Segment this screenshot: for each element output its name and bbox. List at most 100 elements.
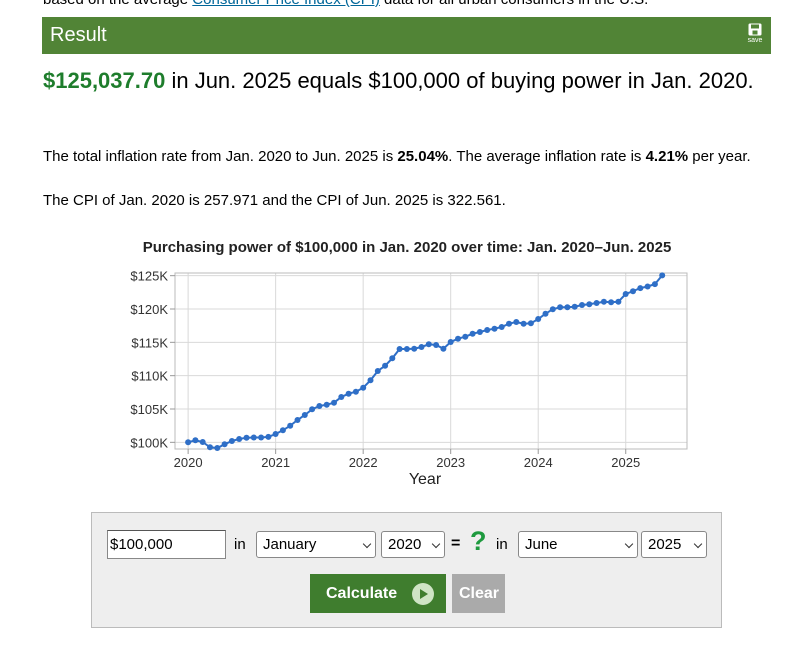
data-point	[600, 298, 607, 305]
data-point	[272, 431, 279, 437]
data-point	[221, 441, 228, 448]
series-line	[187, 274, 663, 450]
data-point	[644, 283, 651, 290]
data-point	[476, 329, 483, 335]
cpi-link[interactable]: Consumer Price Index (CPI)	[192, 0, 380, 8]
from-month-value: January	[263, 536, 317, 553]
y-tick-label: $100K	[130, 435, 168, 450]
data-point	[484, 327, 491, 333]
data-point	[571, 303, 578, 310]
purchasing-power-chart: Purchasing power of $100,000 in Jan. 202…	[0, 232, 794, 492]
data-point	[331, 399, 337, 406]
x-tick-label: 2020	[174, 455, 203, 470]
data-point	[403, 346, 410, 352]
data-point	[455, 335, 461, 342]
intro-prefix: based on the average	[43, 0, 192, 8]
to-year-value: 2025	[648, 536, 682, 553]
data-point	[447, 339, 454, 345]
x-tick-label: 2024	[524, 455, 553, 470]
calculate-label: Calculate	[326, 585, 398, 602]
data-point	[615, 298, 622, 305]
data-point	[651, 281, 658, 288]
data-point	[199, 439, 206, 445]
data-point	[250, 434, 257, 441]
data-point	[214, 445, 221, 451]
question-mark: ?	[470, 526, 487, 556]
data-point	[557, 304, 564, 311]
data-point	[637, 285, 644, 292]
data-point	[352, 388, 359, 395]
x-tick-label: 2022	[349, 455, 378, 470]
to-year-select[interactable]: 2025	[641, 531, 707, 558]
result-headline-text: in Jun. 2025 equals $100,000 of buying p…	[165, 68, 754, 93]
y-tick-label: $105K	[130, 402, 168, 417]
data-point	[440, 345, 447, 352]
summary-text-mid: . The average inflation rate is	[448, 148, 646, 165]
in-label-from: in	[234, 536, 246, 553]
data-point	[338, 394, 345, 400]
data-point	[396, 346, 403, 352]
inflation-summary: The total inflation rate from Jan. 2020 …	[43, 148, 773, 166]
data-point	[542, 310, 549, 317]
intro-suffix: data for all urban consumers in the U.S.	[380, 0, 648, 8]
data-point	[593, 300, 600, 306]
total-inflation-rate: 25.04%	[397, 148, 449, 165]
from-month-select[interactable]: January	[256, 531, 376, 558]
data-point	[622, 291, 629, 297]
data-point	[579, 302, 585, 308]
plot-area-border	[174, 272, 688, 450]
chart-grid	[175, 273, 687, 449]
calculator-panel: in January 2020 = ? in June 2025 Calcula…	[91, 512, 722, 628]
data-point	[659, 272, 666, 279]
data-point	[345, 390, 352, 397]
x-tick-label: 2023	[436, 455, 465, 470]
y-axis: $100K $105K $110K $115K $120K $125K	[130, 269, 175, 450]
data-point	[513, 319, 520, 325]
data-point	[491, 325, 498, 332]
data-point	[360, 384, 367, 391]
play-icon	[412, 583, 434, 605]
data-point	[630, 288, 636, 295]
data-point	[236, 436, 243, 442]
from-year-select[interactable]: 2020	[381, 531, 445, 558]
y-tick-label: $125K	[130, 269, 168, 284]
data-point	[498, 324, 505, 330]
data-point	[265, 433, 272, 440]
x-axis-label: Year	[409, 471, 442, 488]
data-point	[586, 301, 593, 308]
y-tick-label: $120K	[130, 302, 168, 317]
data-point	[462, 333, 469, 340]
to-month-select[interactable]: June	[518, 531, 638, 558]
data-point	[367, 377, 374, 384]
data-point	[389, 355, 396, 362]
data-point	[207, 444, 213, 451]
chevron-down-icon	[624, 539, 634, 549]
data-point	[323, 401, 330, 408]
summary-text-end: per year.	[688, 148, 751, 165]
data-point	[228, 438, 235, 444]
result-header: Result save	[42, 17, 771, 54]
data-point	[535, 316, 542, 322]
data-point	[520, 320, 527, 327]
data-point	[287, 422, 294, 429]
equals-sign: =	[451, 535, 461, 552]
save-label: save	[747, 37, 763, 44]
data-point	[418, 344, 425, 350]
chevron-down-icon	[362, 539, 372, 549]
data-point	[469, 330, 476, 337]
calculate-button[interactable]: Calculate	[310, 574, 446, 613]
summary-text-start: The total inflation rate from Jan. 2020 …	[43, 148, 398, 165]
data-point	[192, 437, 199, 444]
save-button[interactable]: save	[745, 23, 765, 47]
cpi-summary: The CPI of Jan. 2020 is 257.971 and the …	[43, 192, 506, 209]
clear-button[interactable]: Clear	[452, 574, 505, 613]
data-point	[301, 412, 308, 418]
result-amount: $125,037.70	[43, 68, 166, 93]
from-year-value: 2020	[388, 536, 422, 553]
data-point	[549, 306, 556, 313]
data-point	[527, 320, 534, 327]
chevron-down-icon	[431, 539, 441, 549]
amount-input[interactable]	[107, 530, 226, 559]
data-point	[309, 406, 316, 413]
data-point	[411, 345, 418, 352]
